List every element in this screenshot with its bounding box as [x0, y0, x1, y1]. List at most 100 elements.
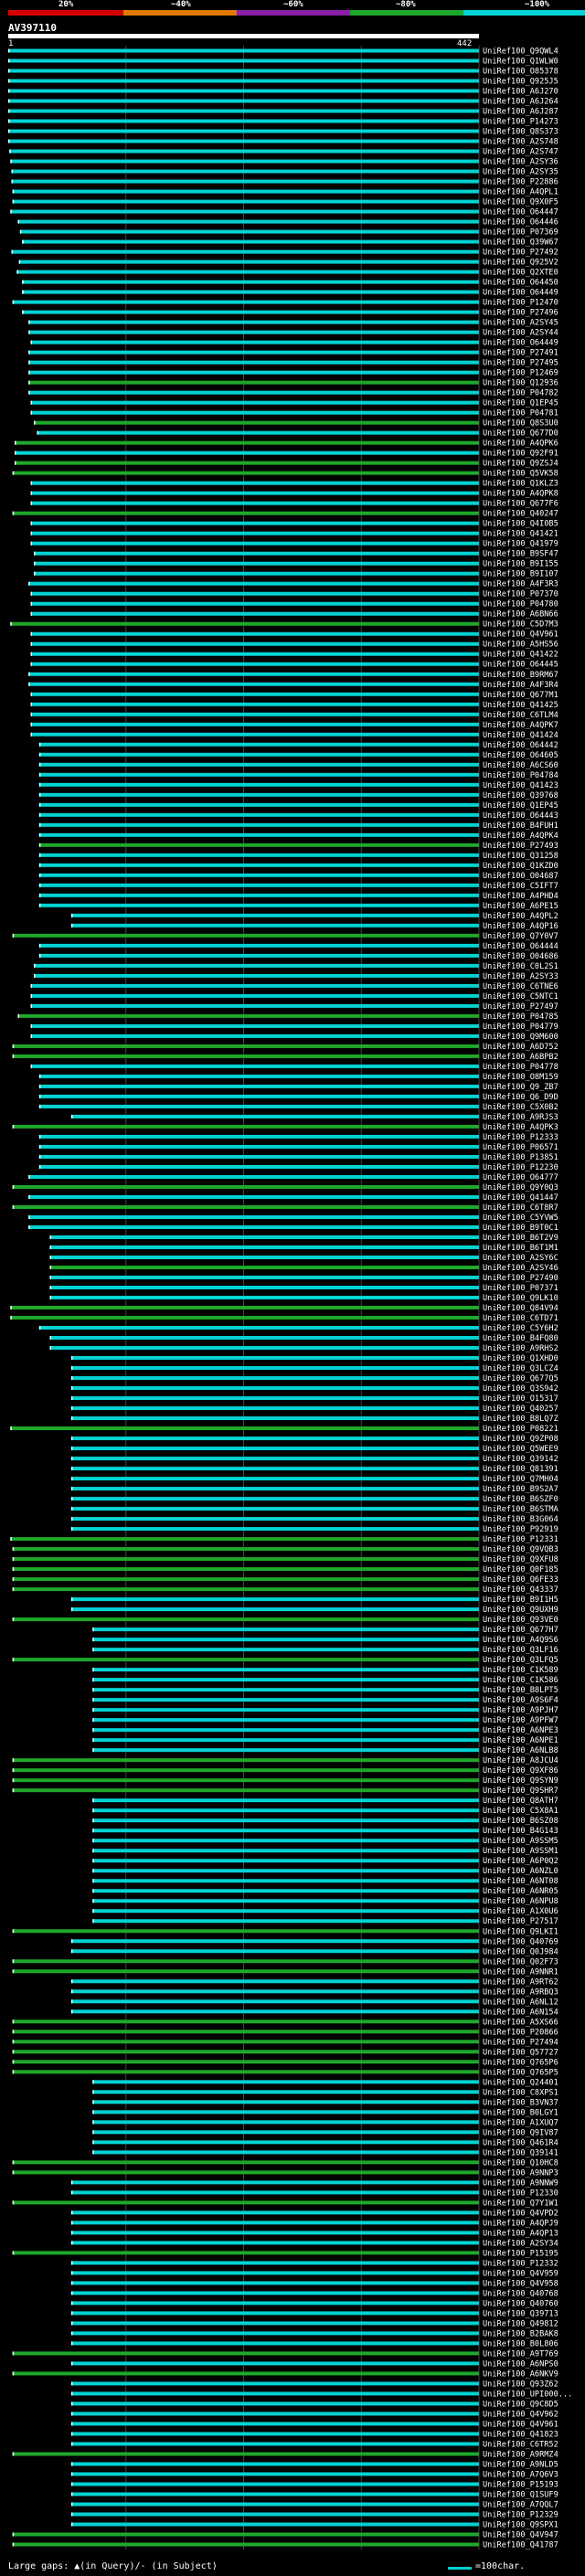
alignment-row[interactable]: UniRef100_C8XPS1 — [92, 2088, 558, 2097]
hit-label[interactable]: UniRef100_A1XUQ7 — [483, 2118, 558, 2127]
hit-bar[interactable] — [12, 1617, 479, 1622]
hit-label[interactable]: UniRef100_Q7Y0V7 — [483, 932, 558, 941]
hit-label[interactable]: UniRef100_A6NLB8 — [483, 1746, 558, 1755]
hit-label[interactable]: UniRef100_A2S748 — [483, 138, 558, 147]
hit-bar[interactable] — [92, 1869, 480, 1873]
alignment-row[interactable]: UniRef100_P04780 — [30, 600, 558, 610]
hit-bar[interactable] — [70, 1597, 479, 1602]
alignment-row[interactable]: UniRef100_A2S748 — [8, 138, 558, 147]
hit-label[interactable]: UniRef100_O8M159 — [483, 1073, 558, 1082]
hit-label[interactable]: UniRef100_Q677F6 — [483, 500, 558, 509]
alignment-row[interactable]: UniRef100_Q765P6 — [12, 2058, 558, 2067]
hit-label[interactable]: UniRef100_P12329 — [483, 2510, 558, 2519]
hit-bar[interactable] — [70, 2261, 479, 2265]
alignment-row[interactable]: UniRef100_O04687 — [38, 872, 558, 881]
hit-bar[interactable] — [12, 1044, 479, 1048]
hit-bar[interactable] — [8, 99, 479, 103]
alignment-row[interactable]: UniRef100_Q31258 — [38, 852, 558, 861]
hit-label[interactable]: UniRef100_C1K586 — [483, 1676, 558, 1685]
hit-label[interactable]: UniRef100_B9SF47 — [483, 550, 558, 559]
hit-bar[interactable] — [30, 662, 480, 666]
hit-label[interactable]: UniRef100_O15317 — [483, 1394, 558, 1404]
hit-label[interactable]: UniRef100_B6T1M1 — [483, 1244, 558, 1253]
hit-label[interactable]: UniRef100_Q3LCZ4 — [483, 1364, 558, 1373]
hit-bar[interactable] — [34, 420, 479, 425]
hit-label[interactable]: UniRef100_C5IFT7 — [483, 882, 558, 891]
hit-bar[interactable] — [28, 320, 480, 324]
alignment-row[interactable]: UniRef100_P04785 — [17, 1012, 558, 1022]
hit-bar[interactable] — [49, 1285, 479, 1289]
hit-bar[interactable] — [92, 1889, 480, 1893]
hit-bar[interactable] — [70, 1447, 479, 1451]
alignment-row[interactable]: UniRef100_A9T769 — [12, 2349, 558, 2359]
hit-bar[interactable] — [30, 481, 480, 485]
alignment-row[interactable]: UniRef100_B9I1H5 — [70, 1595, 558, 1605]
hit-bar[interactable] — [12, 1768, 479, 1773]
hit-bar[interactable] — [22, 280, 480, 284]
alignment-row[interactable]: UniRef100_Q4V958 — [70, 2279, 558, 2288]
hit-bar[interactable] — [12, 1184, 479, 1189]
hit-bar[interactable] — [28, 672, 480, 676]
hit-label[interactable]: UniRef100_A6J270 — [483, 88, 558, 97]
hit-bar[interactable] — [28, 682, 480, 686]
alignment-row[interactable]: UniRef100_Q39768 — [38, 791, 558, 800]
hit-label[interactable]: UniRef100_B8LQ7Z — [483, 1415, 558, 1424]
hit-label[interactable]: UniRef100_P27493 — [483, 842, 558, 851]
alignment-row[interactable]: UniRef100_Q9SPX1 — [70, 2520, 558, 2529]
hit-bar[interactable] — [34, 561, 479, 566]
alignment-row[interactable]: UniRef100_Q84V94 — [10, 1304, 558, 1313]
hit-label[interactable]: UniRef100_A4PHD4 — [483, 892, 558, 901]
hit-label[interactable]: UniRef100_A9SSM1 — [483, 1847, 558, 1856]
alignment-row[interactable]: UniRef100_Q461R4 — [92, 2138, 558, 2147]
hit-bar[interactable] — [12, 2170, 479, 2175]
alignment-row[interactable]: UniRef100_A6D752 — [12, 1043, 558, 1052]
hit-bar[interactable] — [70, 2009, 479, 2014]
hit-bar[interactable] — [49, 1296, 479, 1299]
hit-label[interactable]: UniRef100_A1X0U6 — [483, 1907, 558, 1916]
hit-label[interactable]: UniRef100_Q8S3U0 — [483, 419, 558, 429]
hit-label[interactable]: UniRef100_Q41447 — [483, 1193, 558, 1203]
hit-bar[interactable] — [12, 2019, 479, 2024]
alignment-row[interactable]: UniRef100_P27492 — [11, 249, 558, 258]
hit-bar[interactable] — [92, 1678, 480, 1682]
alignment-row[interactable]: UniRef100_P12470 — [12, 299, 558, 308]
hit-label[interactable]: UniRef100_C5X8A1 — [483, 1807, 558, 1816]
hit-label[interactable]: UniRef100_O64450 — [483, 279, 558, 288]
alignment-row[interactable]: UniRef100_O64443 — [38, 811, 558, 821]
alignment-row[interactable]: UniRef100_Q8ATH7 — [92, 1797, 558, 1806]
alignment-row[interactable]: UniRef100_A2SY6C — [49, 1254, 558, 1263]
hit-bar[interactable] — [70, 2271, 479, 2275]
alignment-row[interactable]: UniRef100_A9RT62 — [70, 1977, 558, 1987]
hit-label[interactable]: UniRef100_A2SY36 — [483, 158, 558, 167]
alignment-row[interactable]: UniRef100_Q677F6 — [30, 500, 558, 509]
hit-label[interactable]: UniRef100_A9NNW9 — [483, 2178, 558, 2188]
hit-bar[interactable] — [70, 2401, 479, 2406]
alignment-row[interactable]: UniRef100_Q10HC8 — [12, 2158, 558, 2168]
alignment-row[interactable]: UniRef100_O64446 — [17, 218, 558, 228]
alignment-row[interactable]: UniRef100_O64450 — [22, 279, 558, 288]
hit-bar[interactable] — [92, 2100, 480, 2104]
hit-bar[interactable] — [70, 2412, 479, 2416]
hit-bar[interactable] — [70, 1457, 479, 1461]
alignment-row[interactable]: UniRef100_Q93VE0 — [12, 1616, 558, 1625]
alignment-row[interactable]: UniRef100_Q9VQB3 — [12, 1545, 558, 1554]
alignment-row[interactable]: UniRef100_A9PJH7 — [92, 1706, 558, 1715]
hit-bar[interactable] — [12, 2070, 479, 2074]
alignment-row[interactable]: UniRef100_P27497 — [30, 1002, 558, 1012]
hit-bar[interactable] — [38, 953, 480, 958]
hit-label[interactable]: UniRef100_A2SY6C — [483, 1254, 558, 1263]
hit-bar[interactable] — [8, 89, 479, 93]
hit-bar[interactable] — [70, 2341, 479, 2346]
hit-bar[interactable] — [34, 571, 479, 576]
alignment-row[interactable]: UniRef100_Q1EP45 — [38, 801, 558, 811]
alignment-row[interactable]: UniRef100_A4QPK4 — [38, 832, 558, 841]
hit-label[interactable]: UniRef100_Q41421 — [483, 530, 558, 539]
alignment-row[interactable]: UniRef100_A9RHS2 — [49, 1344, 558, 1353]
alignment-row[interactable]: UniRef100_A6NKV9 — [12, 2369, 558, 2379]
hit-label[interactable]: UniRef100_A4F3R3 — [483, 580, 558, 589]
hit-bar[interactable] — [12, 1658, 479, 1662]
hit-label[interactable]: UniRef100_C1K589 — [483, 1666, 558, 1675]
alignment-row[interactable]: UniRef100_C5X8A1 — [92, 1807, 558, 1816]
hit-label[interactable]: UniRef100_Q4V961 — [483, 2420, 558, 2429]
alignment-row[interactable]: UniRef100_Q8S373 — [8, 128, 558, 137]
